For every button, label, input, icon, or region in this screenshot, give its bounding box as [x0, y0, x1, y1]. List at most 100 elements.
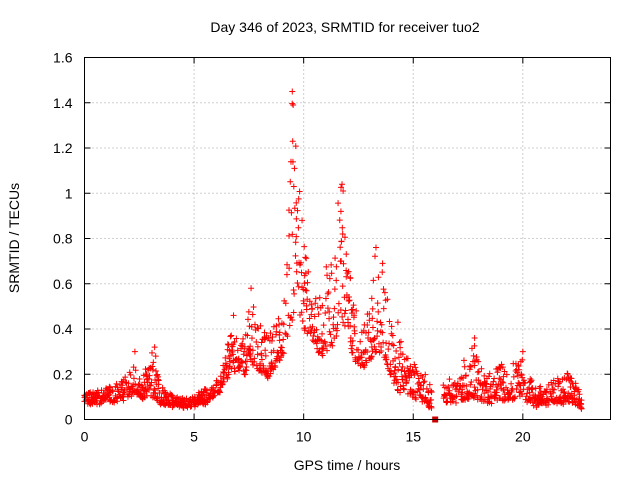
- data-point: [375, 300, 381, 306]
- data-point: [343, 251, 349, 257]
- data-point: [291, 183, 297, 189]
- data-point: [375, 274, 381, 280]
- data-point: [337, 217, 343, 223]
- data-point: [302, 254, 308, 260]
- data-point: [370, 306, 376, 312]
- data-point: [366, 329, 372, 335]
- data-point: [277, 337, 283, 343]
- data-point: [378, 329, 384, 335]
- data-point: [309, 306, 315, 312]
- data-point: [289, 101, 295, 107]
- data-point: [345, 316, 351, 322]
- data-points: [81, 88, 584, 422]
- data-point: [291, 287, 297, 293]
- data-point: [241, 351, 247, 357]
- data-point: [350, 306, 356, 312]
- data-point: [398, 367, 404, 373]
- data-point: [380, 260, 386, 266]
- data-point: [290, 138, 296, 144]
- data-point: [384, 361, 390, 367]
- data-point: [511, 374, 517, 380]
- data-point: [326, 309, 332, 315]
- data-point: [339, 225, 345, 231]
- data-point: [232, 368, 238, 374]
- y-tick-label: 1.6: [53, 50, 73, 66]
- data-point: [347, 275, 353, 281]
- x-tick-label: 20: [515, 429, 531, 445]
- data-point: [339, 181, 345, 187]
- data-point: [289, 88, 295, 94]
- data-point: [294, 280, 300, 286]
- data-point: [462, 364, 468, 370]
- data-point: [290, 102, 296, 108]
- data-point: [393, 348, 399, 354]
- data-point: [284, 272, 290, 278]
- data-point: [280, 336, 286, 342]
- data-point: [240, 336, 246, 342]
- data-point: [427, 382, 433, 388]
- axis-ticks: 0 5 10 15 2000.20.40.60.811.21.41.6: [53, 50, 610, 445]
- data-point: [417, 387, 423, 393]
- data-point: [332, 255, 338, 261]
- data-point: [348, 346, 354, 352]
- data-point: [310, 333, 316, 339]
- data-point: [294, 269, 300, 275]
- data-point: [152, 344, 158, 350]
- data-point: [401, 387, 407, 393]
- data-point: [333, 264, 339, 270]
- data-point: [293, 143, 299, 149]
- data-point: [149, 350, 155, 356]
- data-point: [231, 312, 237, 318]
- x-tick-label: 10: [296, 429, 312, 445]
- x-tick-label: 0: [81, 429, 89, 445]
- data-point: [395, 319, 401, 325]
- data-point: [326, 316, 332, 322]
- data-point: [317, 295, 323, 301]
- data-point: [297, 189, 303, 195]
- data-point: [337, 244, 343, 250]
- data-point: [378, 348, 384, 354]
- data-point: [313, 296, 319, 302]
- data-point: [331, 314, 337, 320]
- data-point: [375, 309, 381, 315]
- data-point: [398, 339, 404, 345]
- data-point: [487, 371, 493, 377]
- data-point: [304, 288, 310, 294]
- data-point: [377, 349, 383, 355]
- data-point: [369, 295, 375, 301]
- data-point: [381, 306, 387, 312]
- data-point: [374, 318, 380, 324]
- data-point: [275, 316, 281, 322]
- data-point: [319, 331, 325, 337]
- data-point: [357, 339, 363, 345]
- data-point: [335, 310, 341, 316]
- data-point: [251, 304, 257, 310]
- y-tick-label: 0.8: [53, 231, 73, 247]
- data-point: [349, 343, 355, 349]
- data-point: [561, 389, 567, 395]
- data-point: [227, 333, 233, 339]
- data-point: [347, 297, 353, 303]
- data-point: [385, 346, 391, 352]
- y-tick-label: 0.2: [53, 366, 73, 382]
- data-point: [293, 253, 299, 259]
- data-point: [338, 238, 344, 244]
- y-tick-label: 0.6: [53, 276, 73, 292]
- data-point: [373, 245, 379, 251]
- data-point: [453, 400, 459, 406]
- data-point: [114, 398, 120, 404]
- data-point: [343, 308, 349, 314]
- data-point: [370, 277, 376, 283]
- data-point: [336, 301, 342, 307]
- data-point: [350, 350, 356, 356]
- data-point: [300, 298, 306, 304]
- data-point: [491, 376, 497, 382]
- data-point: [150, 359, 156, 365]
- data-point: [461, 357, 467, 363]
- data-point: [496, 375, 502, 381]
- data-point: [293, 239, 299, 245]
- data-point: [259, 340, 265, 346]
- data-point: [342, 310, 348, 316]
- data-point: [333, 277, 339, 283]
- data-point: [279, 345, 285, 351]
